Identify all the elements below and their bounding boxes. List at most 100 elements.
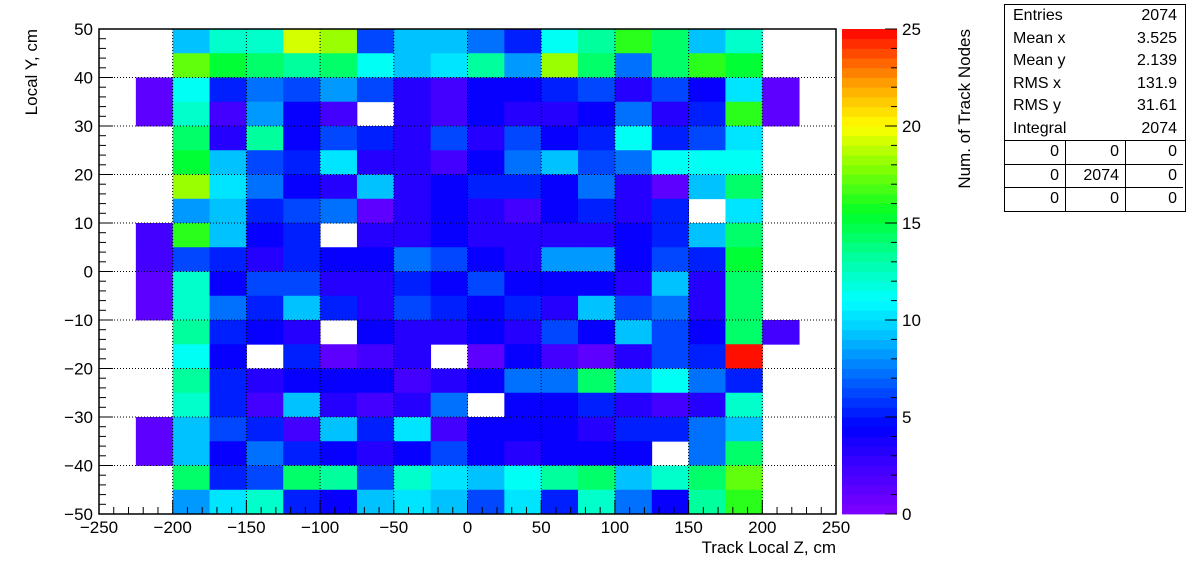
heatmap-cell [614, 465, 653, 491]
heatmap-cell [651, 53, 689, 78]
palette-segment [842, 29, 897, 40]
heatmap-cell [430, 53, 468, 78]
heatmap-cell [578, 29, 616, 54]
stats-value: 131.9 [1136, 74, 1177, 92]
heatmap-cell [651, 417, 689, 442]
heatmap-cell [246, 392, 284, 418]
palette-segment [842, 242, 897, 253]
heatmap-cell [246, 174, 284, 200]
stats-value: 2074 [1141, 7, 1177, 24]
heatmap-cell [356, 344, 395, 369]
palette-segment [842, 349, 897, 360]
heatmap-cell [209, 392, 247, 418]
heatmap-cell [209, 77, 247, 103]
heatmap-cell [614, 198, 653, 224]
heatmap-cell [725, 223, 763, 248]
heatmap-cell [283, 126, 321, 151]
palette-segment [842, 223, 897, 234]
heatmap-cell [651, 465, 689, 491]
palette-segment [842, 203, 897, 214]
palette-segment [842, 339, 897, 350]
heatmap-cell [172, 198, 210, 224]
heatmap-cell [614, 223, 653, 248]
x-tick-label: 100 [601, 518, 629, 537]
heatmap-cell [393, 441, 432, 466]
heatmap-cell [467, 465, 505, 491]
heatmap-cell [172, 465, 210, 491]
stats-value: 2074 [1141, 119, 1177, 137]
heatmap-cell [614, 174, 653, 200]
heatmap-cell [135, 77, 174, 103]
heatmap-cell [320, 392, 358, 418]
heatmap-cell [467, 417, 505, 442]
heatmap-cell [504, 295, 542, 321]
heatmap-cell [283, 295, 321, 321]
heatmap-cell [135, 417, 174, 442]
heatmap-cell [356, 198, 395, 224]
heatmap-cell [467, 320, 505, 345]
heatmap-cell [725, 368, 763, 394]
heatmap-cell [135, 441, 174, 466]
heatmap-cell [688, 368, 726, 394]
heatmap-cell [283, 441, 321, 466]
heatmap-cell [246, 271, 284, 297]
palette-segment [842, 446, 897, 457]
palette-segment [842, 290, 897, 301]
stats-label: Mean y [1013, 52, 1066, 69]
heatmap-cell [246, 198, 284, 224]
overflow-cell: 2074 [1065, 163, 1125, 187]
stats-value: 31.61 [1136, 97, 1177, 114]
heatmap-cell [614, 320, 653, 345]
heatmap-cell [209, 368, 247, 394]
heatmap-cell [246, 417, 284, 442]
heatmap-cell [393, 295, 432, 321]
heatmap-cell [614, 392, 653, 418]
heatmap-cell [541, 101, 579, 127]
heatmap-cell [688, 29, 726, 54]
palette-segment [842, 96, 897, 107]
heatmap-cell [541, 271, 579, 297]
heatmap-cell [504, 53, 542, 78]
heatmap-cell [356, 368, 395, 394]
heatmap-cell [614, 126, 653, 151]
heatmap-cell [541, 417, 579, 442]
palette-segment [842, 320, 897, 331]
heatmap-cell [578, 392, 616, 418]
heatmap-cell [393, 344, 432, 369]
heatmap-cell [209, 29, 247, 54]
heatmap-cell [578, 126, 616, 151]
heatmap-cell [651, 368, 689, 394]
heatmap-cell [578, 77, 616, 103]
heatmap-cell [430, 247, 468, 272]
heatmap-cell [430, 223, 468, 248]
palette-segment [842, 232, 897, 243]
heatmap-cell [541, 247, 579, 272]
heatmap-cell [135, 223, 174, 248]
heatmap-cell [430, 368, 468, 394]
heatmap-cell [688, 417, 726, 442]
heatmap-cell [504, 126, 542, 151]
heatmap-cells [135, 29, 800, 515]
heatmap-cell [725, 392, 763, 418]
heatmap-cell [467, 150, 505, 175]
y-tick-label: 30 [74, 117, 93, 136]
heatmap-cell [356, 174, 395, 200]
stats-row-rms-x: RMS x 131.9 [1005, 73, 1185, 96]
x-tick-label: −150 [227, 518, 265, 537]
heatmap-cell [209, 126, 247, 151]
heatmap-cell [356, 320, 395, 345]
x-tick-label: −200 [154, 518, 192, 537]
heatmap-cell [651, 198, 689, 224]
heatmap-cell [688, 126, 726, 151]
heatmap-cell [578, 295, 616, 321]
stats-label: RMS y [1013, 97, 1061, 114]
palette-segment [842, 116, 897, 127]
heatmap-cell [356, 271, 395, 297]
heatmap-cell [504, 344, 542, 369]
heatmap-cell [762, 77, 800, 103]
stats-row-integral: Integral 2074 [1005, 118, 1185, 141]
heatmap-cell [504, 198, 542, 224]
z-tick-label: 15 [902, 214, 921, 233]
heatmap-cell [356, 417, 395, 442]
